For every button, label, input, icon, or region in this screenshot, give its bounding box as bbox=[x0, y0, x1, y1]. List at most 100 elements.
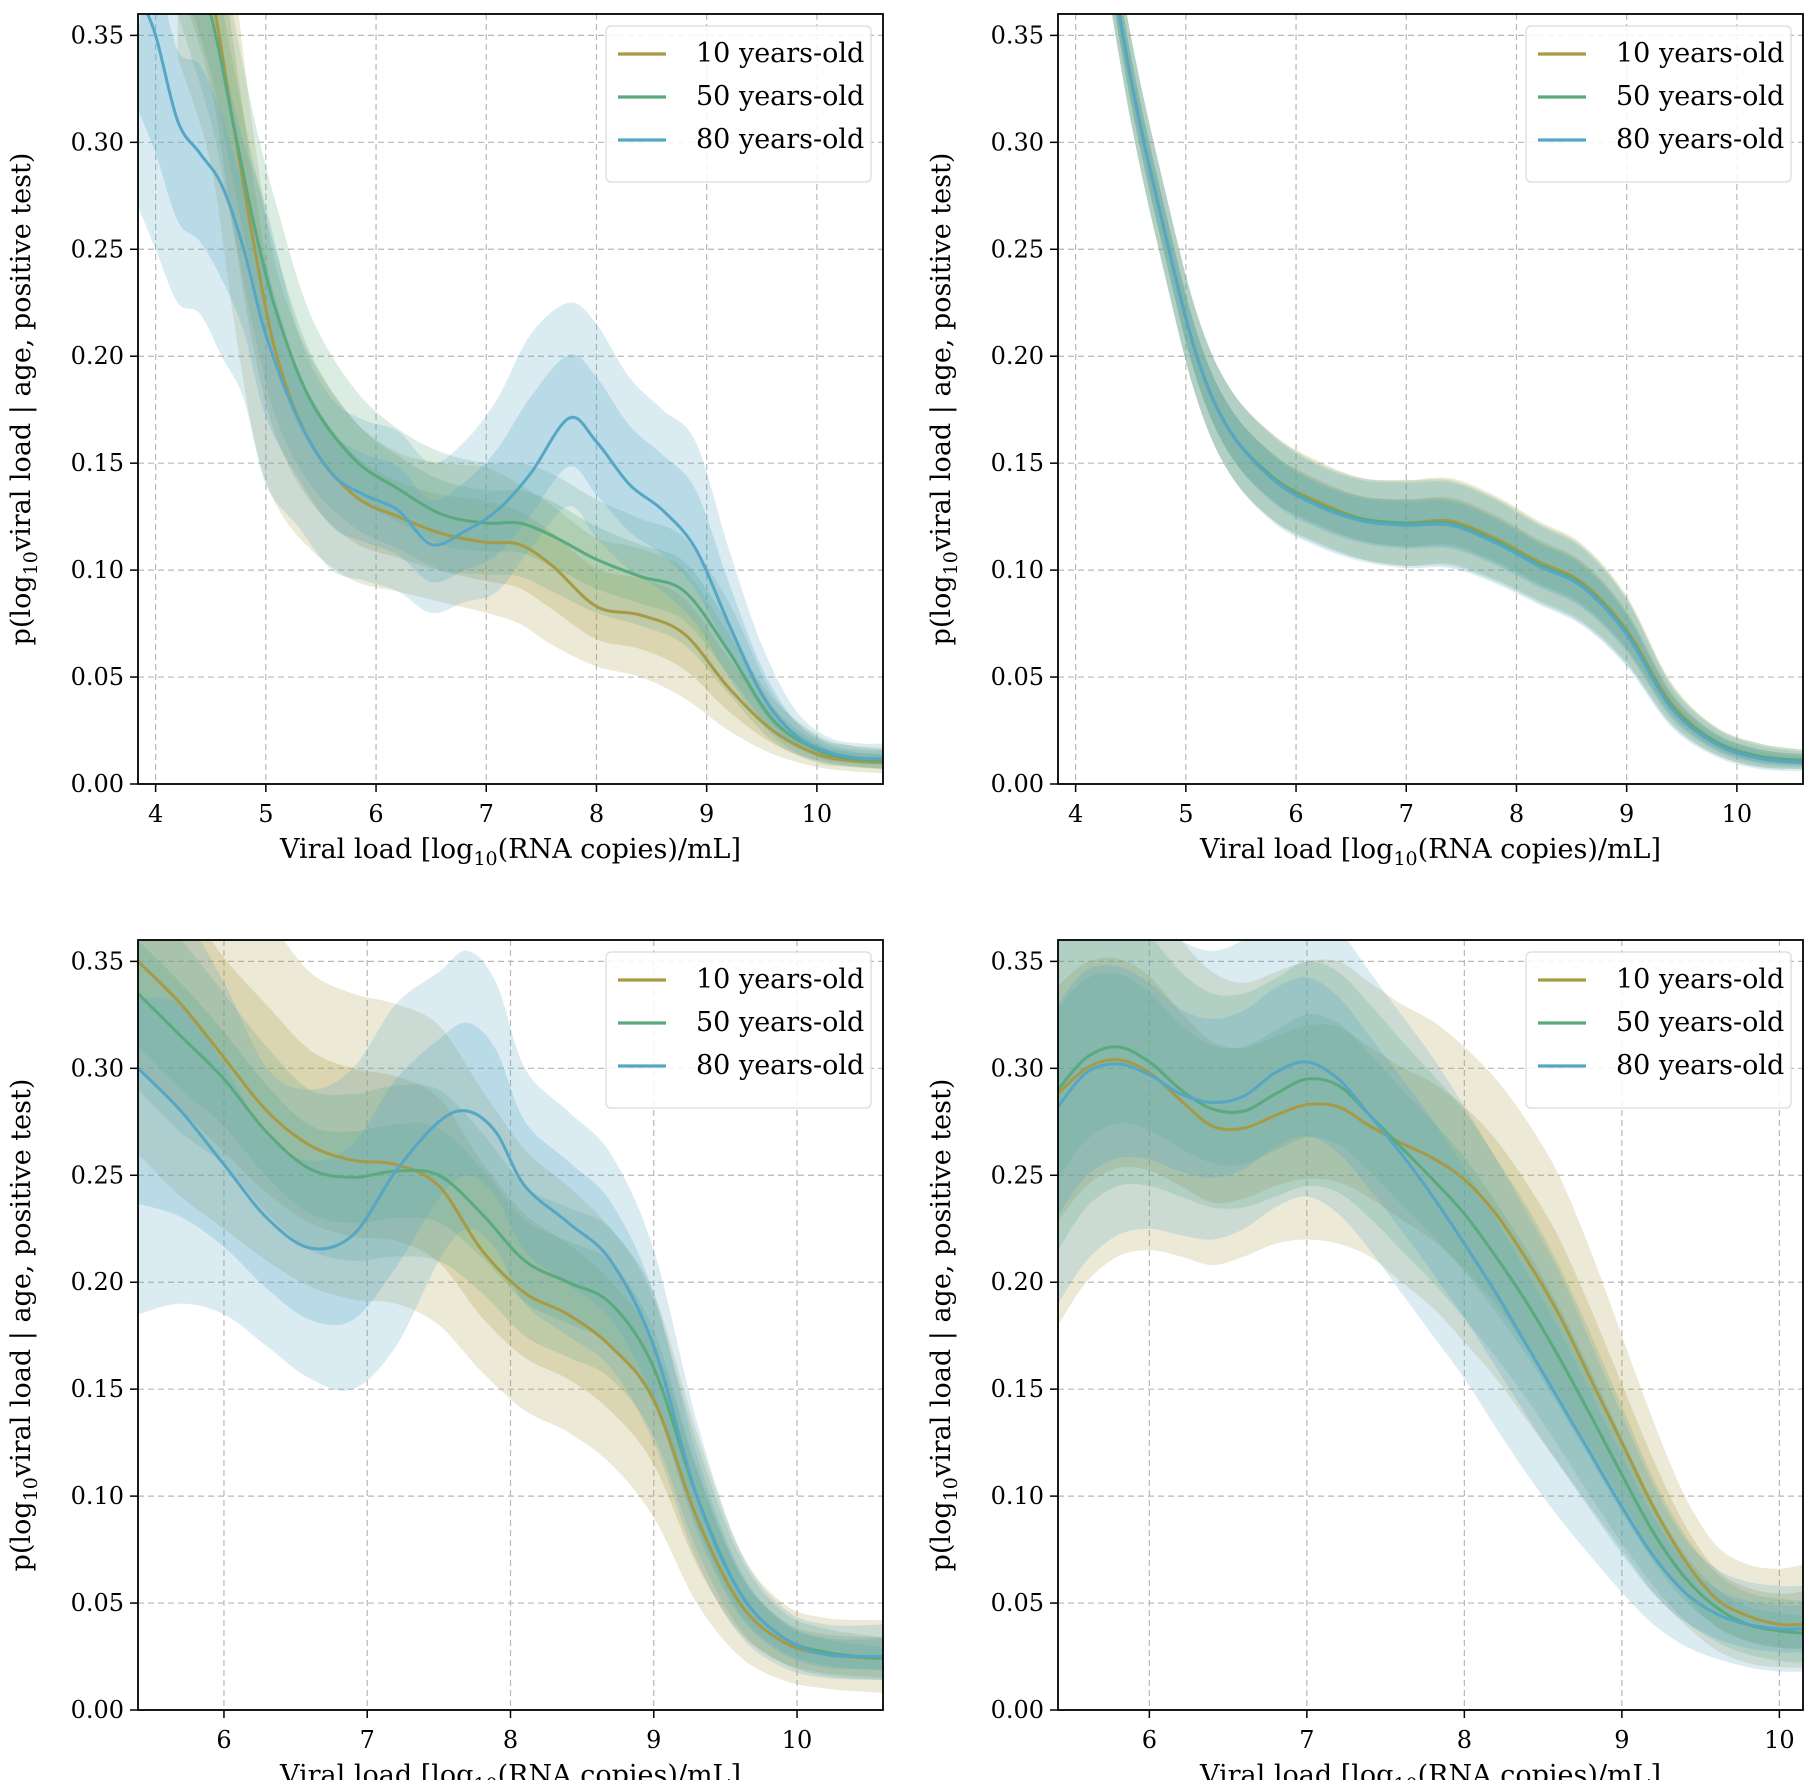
y-tick-label: 0.15 bbox=[71, 1375, 124, 1403]
band-inner-80yo bbox=[1058, 965, 1803, 1653]
band-inner-50yo bbox=[1058, 972, 1803, 1650]
legend-box bbox=[1525, 951, 1792, 1109]
series-line-10yo bbox=[1058, 1058, 1803, 1627]
band-outer-50yo bbox=[1058, 940, 1803, 1663]
y-tick-label: 0.25 bbox=[991, 1161, 1044, 1189]
x-tick-label: 10 bbox=[782, 1726, 813, 1754]
y-tick-label: 0.10 bbox=[71, 1482, 124, 1510]
legend-label: 80 years-old bbox=[1616, 124, 1784, 155]
band-inner-10yo bbox=[1058, 957, 1803, 1649]
y-tick-label: 0.25 bbox=[71, 235, 124, 263]
x-tick-label: 4 bbox=[1068, 800, 1083, 828]
legend-box bbox=[605, 951, 872, 1109]
x-axis-title: Viral load [log10​(RNA copies)/mL] bbox=[1199, 1760, 1661, 1780]
y-tick-label: 0.35 bbox=[71, 21, 124, 49]
x-tick-label: 10 bbox=[802, 800, 833, 828]
y-tick-label: 0.35 bbox=[71, 947, 124, 975]
x-tick-label: 7 bbox=[360, 1726, 375, 1754]
y-tick-label: 0.10 bbox=[991, 1482, 1044, 1510]
legend-label: 10 years-old bbox=[1616, 38, 1784, 69]
x-tick-label: 9 bbox=[1614, 1726, 1629, 1754]
y-tick-label: 0.15 bbox=[71, 449, 124, 477]
y-tick-label: 0.10 bbox=[991, 556, 1044, 584]
x-tick-label: 7 bbox=[1299, 1726, 1314, 1754]
panel-top-right: 4 5 6 7 8 9 10 0.00 0.05 0.10 0.15 0.20 0.25 0.30 0.35… bbox=[926, 13, 1804, 870]
legend-box bbox=[1525, 25, 1792, 183]
y-axis-title: p(log10​viral load | age, positive test) bbox=[926, 1079, 962, 1572]
x-tick-label: 5 bbox=[258, 800, 273, 828]
y-tick-label: 0.20 bbox=[71, 342, 124, 370]
band-inner-50yo bbox=[138, 940, 883, 1671]
series-line-10yo bbox=[213, 14, 883, 765]
x-tick-label: 10 bbox=[1764, 1726, 1795, 1754]
x-axis-title: Viral load [log10​(RNA copies)/mL] bbox=[279, 1760, 741, 1780]
y-tick-label: 0.25 bbox=[991, 235, 1044, 263]
y-axis-title: p(log10​viral load | age, positive test) bbox=[6, 153, 42, 646]
x-tick-label: 6 bbox=[368, 800, 383, 828]
y-tick-label: 0.00 bbox=[991, 1696, 1044, 1724]
band-inner-80yo bbox=[138, 997, 883, 1670]
axes-frame bbox=[1057, 939, 1804, 1711]
x-tick-label: 6 bbox=[1142, 1726, 1157, 1754]
plot-area bbox=[1111, 14, 1803, 772]
x-tick-label: 4 bbox=[148, 800, 163, 828]
y-tick-label: 0.00 bbox=[991, 770, 1044, 798]
y-tick-label: 0.35 bbox=[991, 21, 1044, 49]
plot-area bbox=[1058, 940, 1803, 1672]
y-tick-label: 0.15 bbox=[991, 1375, 1044, 1403]
legend-label: 80 years-old bbox=[696, 124, 864, 155]
legend-label: 80 years-old bbox=[696, 1050, 864, 1081]
y-tick-label: 0.05 bbox=[71, 663, 124, 691]
series-line-50yo bbox=[209, 14, 883, 762]
x-tick-label: 9 bbox=[699, 800, 714, 828]
band-outer-10yo bbox=[138, 940, 883, 1693]
y-tick-label: 0.30 bbox=[71, 128, 124, 156]
x-tick-label: 8 bbox=[1457, 1726, 1472, 1754]
legend-label: 50 years-old bbox=[696, 81, 864, 112]
y-axis-title: p(log10​viral load | age, positive test) bbox=[6, 1079, 42, 1572]
y-tick-label: 0.05 bbox=[991, 663, 1044, 691]
legend-label: 80 years-old bbox=[1616, 1050, 1784, 1081]
series-line-80yo bbox=[1058, 1060, 1803, 1631]
x-tick-label: 6 bbox=[1288, 800, 1303, 828]
band-outer-50yo bbox=[177, 14, 883, 770]
series-line-80yo bbox=[1117, 14, 1803, 765]
y-tick-label: 0.15 bbox=[991, 449, 1044, 477]
y-tick-label: 0.20 bbox=[71, 1268, 124, 1296]
y-tick-label: 0.05 bbox=[71, 1589, 124, 1617]
legend: 10 years-old 50 years-old 80 years-old bbox=[1525, 25, 1792, 183]
series-line-50yo bbox=[1058, 1045, 1803, 1635]
legend: 10 years-old 50 years-old 80 years-old bbox=[1525, 951, 1792, 1109]
band-outer-80yo bbox=[1058, 940, 1803, 1672]
band-outer-10yo bbox=[177, 14, 883, 774]
y-tick-label: 0.20 bbox=[991, 1268, 1044, 1296]
y-tick-label: 0.20 bbox=[991, 342, 1044, 370]
y-tick-label: 0.30 bbox=[991, 128, 1044, 156]
y-tick-label: 0.30 bbox=[991, 1054, 1044, 1082]
legend-label: 50 years-old bbox=[1616, 1007, 1784, 1038]
x-tick-label: 8 bbox=[1509, 800, 1524, 828]
legend: 10 years-old 50 years-old 80 years-old bbox=[605, 951, 872, 1109]
axes-frame bbox=[1057, 13, 1804, 785]
y-axis-title: p(log10​viral load | age, positive test) bbox=[926, 153, 962, 646]
x-tick-label: 5 bbox=[1178, 800, 1193, 828]
series-line-80yo bbox=[146, 14, 883, 761]
y-tick-label: 0.00 bbox=[71, 770, 124, 798]
x-axis-title: Viral load [log10​(RNA copies)/mL] bbox=[279, 834, 741, 870]
panel-bottom-right: 6 7 8 9 10 0.00 0.05 0.10 0.15 0.20 0.25 0.30 0.35 Vi… bbox=[926, 939, 1804, 1785]
legend-label: 50 years-old bbox=[696, 1007, 864, 1038]
x-axis-title: Viral load [log10​(RNA copies)/mL] bbox=[1199, 834, 1661, 870]
band-outer-80yo bbox=[138, 14, 883, 770]
x-tick-label: 6 bbox=[216, 1726, 231, 1754]
legend-box bbox=[605, 25, 872, 183]
y-tick-label: 0.10 bbox=[71, 556, 124, 584]
legend-label: 50 years-old bbox=[1616, 81, 1784, 112]
band-outer-10yo bbox=[1058, 940, 1803, 1668]
panel-top-left: 4 5 6 7 8 9 10 0.00 0.05 0.10 0.15 0.20 0.25 0.30 0.35… bbox=[6, 13, 884, 870]
y-tick-label: 0.30 bbox=[71, 1054, 124, 1082]
y-tick-label: 0.05 bbox=[991, 1589, 1044, 1617]
legend-label: 10 years-old bbox=[696, 38, 864, 69]
legend-label: 10 years-old bbox=[1616, 964, 1784, 995]
